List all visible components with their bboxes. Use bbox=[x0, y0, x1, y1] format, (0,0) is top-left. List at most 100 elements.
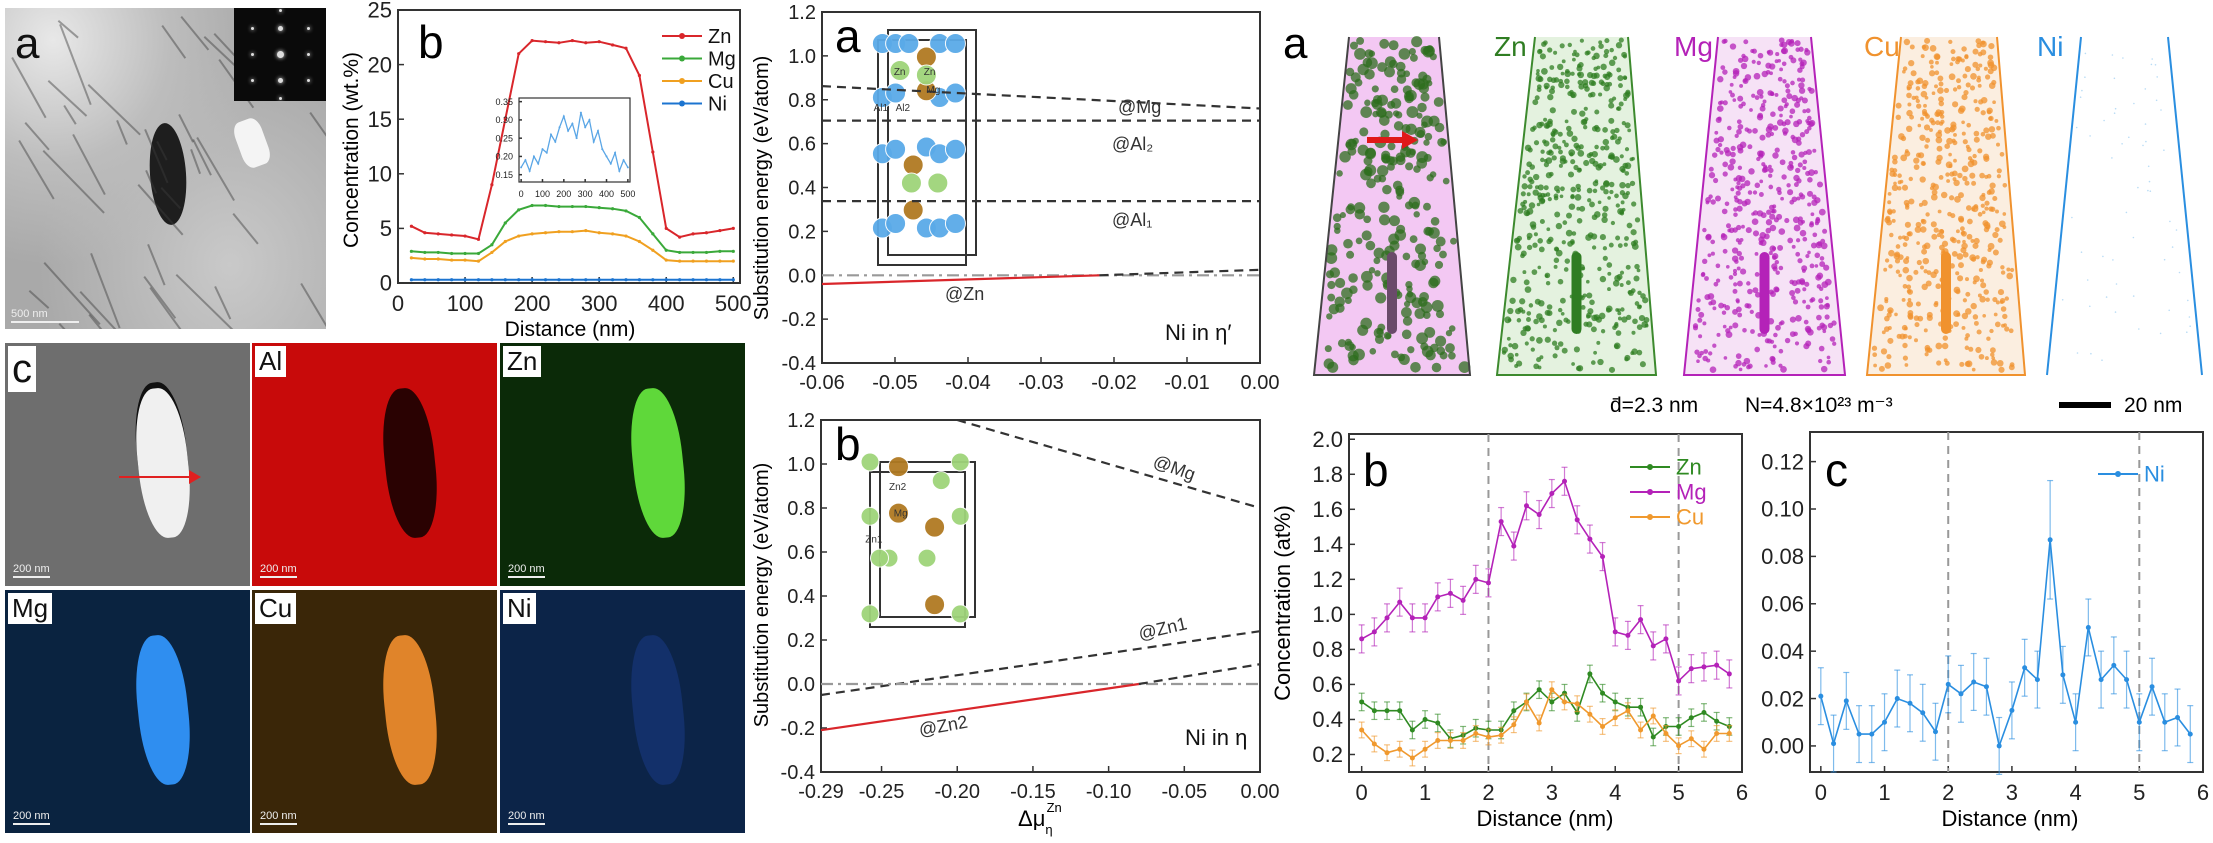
apt-atom bbox=[1551, 340, 1558, 346]
apt-atom bbox=[1775, 270, 1780, 275]
apt-atom bbox=[2071, 216, 2073, 219]
apt-atom bbox=[1774, 259, 1780, 265]
apt-atom bbox=[1985, 133, 1992, 140]
apt-atom bbox=[1536, 357, 1542, 363]
apt-atom bbox=[1571, 108, 1577, 115]
apt-atom bbox=[1972, 242, 1979, 249]
apt-atom bbox=[1971, 207, 1976, 212]
data-point bbox=[545, 151, 548, 154]
series-line bbox=[821, 274, 1100, 286]
apt-atom bbox=[1953, 310, 1960, 317]
apt-atom bbox=[1906, 274, 1913, 282]
diffraction-spot bbox=[277, 77, 283, 83]
apt-atom bbox=[1544, 336, 1551, 343]
apt-atom bbox=[1772, 344, 1777, 349]
data-point bbox=[530, 203, 534, 208]
apt-atom bbox=[1738, 103, 1744, 109]
apt-atom bbox=[1930, 193, 1938, 201]
apt-atom bbox=[1964, 345, 1970, 351]
apt-atom bbox=[1793, 331, 1798, 337]
apt-atom bbox=[2155, 99, 2158, 102]
diffraction-spot bbox=[306, 52, 310, 56]
apt-atom bbox=[2159, 332, 2162, 335]
chart-apt_c: 0 1 2 3 4 5 60.000.020.040.060.080.100.12 Ni bbox=[1761, 431, 2209, 805]
apt-atom bbox=[1899, 333, 1906, 340]
apt-atom bbox=[1962, 73, 1968, 79]
apt-atom bbox=[1615, 203, 1620, 208]
apt-atom bbox=[1721, 310, 1727, 315]
apt-atom bbox=[1602, 162, 1607, 167]
apt-atom bbox=[1772, 266, 1778, 272]
data-point bbox=[2085, 624, 2091, 630]
apt-atom bbox=[1327, 280, 1336, 290]
apt-atom bbox=[2189, 325, 2191, 328]
apt-atom bbox=[1825, 296, 1829, 300]
apt-atom bbox=[1409, 235, 1418, 244]
apt-atom bbox=[1924, 144, 1929, 149]
apt-atom bbox=[1624, 147, 1630, 152]
data-point bbox=[1397, 599, 1403, 605]
apt-atom bbox=[1992, 231, 1999, 239]
apt-atom bbox=[1557, 278, 1564, 285]
apt-atom bbox=[1407, 346, 1415, 354]
data-point bbox=[1600, 723, 1606, 729]
apt-atom bbox=[1930, 271, 1937, 279]
data-point bbox=[1435, 594, 1441, 600]
y-tick-label: 20 bbox=[368, 52, 392, 77]
apt-atom bbox=[1983, 66, 1988, 71]
apt-atom bbox=[1754, 272, 1760, 277]
apt-atom bbox=[1380, 129, 1390, 139]
atom bbox=[860, 452, 880, 472]
apt-atom bbox=[1624, 171, 1630, 176]
x-tick-label: 100 bbox=[447, 291, 484, 316]
x-tick-label: -0.15 bbox=[1010, 781, 1056, 803]
y-tick-label: 0.35 bbox=[495, 97, 513, 107]
apt-atom bbox=[1602, 255, 1608, 261]
x-tick-label: 300 bbox=[578, 189, 593, 199]
panel-label-c: c bbox=[1825, 444, 1848, 496]
series-line bbox=[411, 204, 734, 255]
apt-atom bbox=[1371, 99, 1380, 108]
apt-atom bbox=[1745, 227, 1752, 234]
apt-atom bbox=[1759, 105, 1766, 112]
apt-atom bbox=[1955, 229, 1960, 234]
atom bbox=[915, 64, 937, 86]
apt-atom bbox=[1888, 249, 1895, 257]
apt-atom bbox=[1917, 123, 1922, 128]
apt-atom bbox=[1327, 293, 1336, 302]
chart-dft_a: -0.06 -0.05 -0.04 -0.03 -0.02 -0.01 0.00-0.4-0… bbox=[782, 2, 1280, 394]
x-tick-label: 400 bbox=[599, 189, 614, 199]
apt-atom bbox=[1921, 199, 1928, 206]
apt-atom bbox=[1544, 85, 1549, 90]
data-point bbox=[436, 257, 440, 261]
apt-atom bbox=[1826, 355, 1831, 360]
apt-atom bbox=[1955, 271, 1960, 276]
diffraction-spot bbox=[306, 78, 310, 82]
apt-atom bbox=[1445, 343, 1455, 353]
apt-atom bbox=[1612, 55, 1618, 61]
data-point bbox=[718, 278, 722, 282]
apt-atom bbox=[1522, 270, 1527, 275]
apt-atom bbox=[1598, 43, 1604, 49]
data-point bbox=[624, 46, 628, 50]
apt-atom bbox=[1900, 154, 1908, 162]
data-point bbox=[517, 52, 521, 56]
plot-frame bbox=[1809, 431, 2204, 773]
data-point bbox=[691, 259, 695, 263]
apt-atom bbox=[1536, 68, 1540, 73]
apt-atom bbox=[1976, 77, 1982, 83]
data-point bbox=[2047, 537, 2053, 543]
apt-atom bbox=[1773, 286, 1780, 293]
y-tick-label: 1.2 bbox=[788, 2, 816, 24]
apt-atom bbox=[1935, 120, 1941, 126]
apt-atom bbox=[1790, 80, 1795, 86]
apt-atom bbox=[1748, 168, 1755, 175]
data-point bbox=[1409, 755, 1415, 761]
apt-atom bbox=[1552, 143, 1559, 150]
apt-atom bbox=[1702, 321, 1707, 326]
apt-atom bbox=[1821, 281, 1829, 288]
apt-atom bbox=[1810, 212, 1815, 217]
data-point bbox=[1473, 730, 1479, 736]
apt-atom bbox=[1972, 48, 1979, 55]
apt-atom bbox=[1413, 165, 1421, 173]
